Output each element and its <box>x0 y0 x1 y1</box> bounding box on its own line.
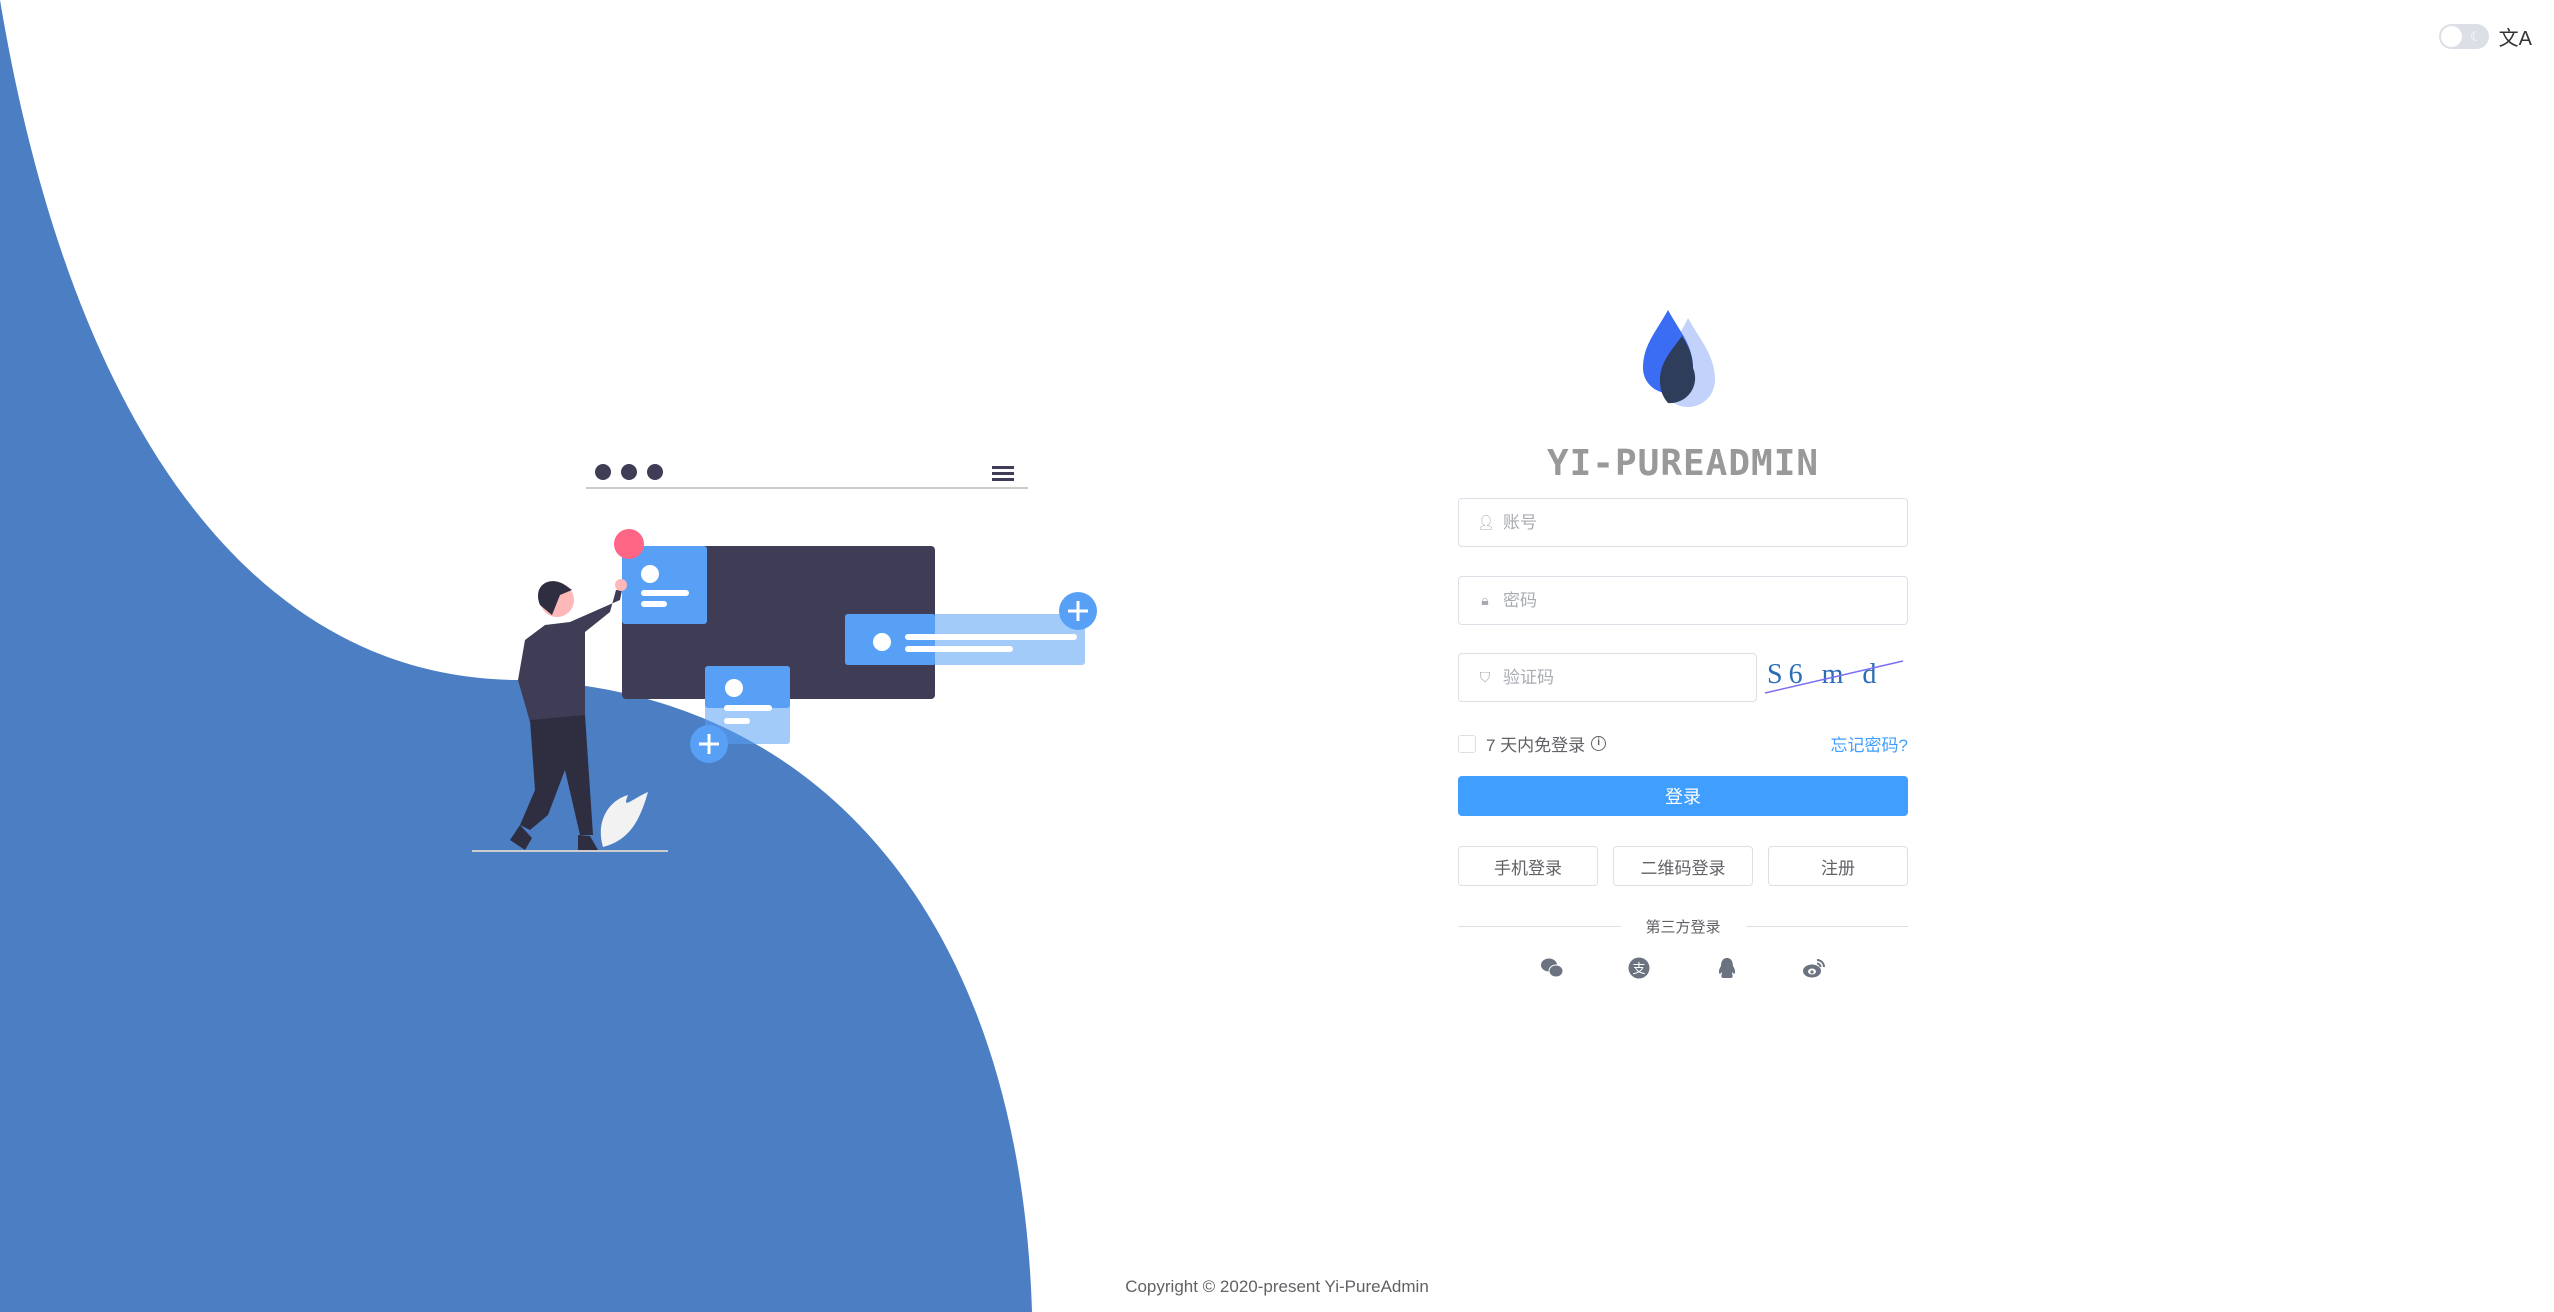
translate-icon[interactable]: 文A <box>2498 28 2532 50</box>
register-button[interactable]: 注册 <box>1768 846 1908 886</box>
user-icon: 👤︎ <box>1477 514 1495 530</box>
card-2 <box>845 592 1097 665</box>
captcha-image[interactable]: S6 m d <box>1763 653 1908 703</box>
third-party-label: 第三方登录 <box>1645 918 1721 936</box>
moon-icon: ☾ <box>2470 29 2482 44</box>
person <box>510 579 627 850</box>
login-button[interactable]: 登录 <box>1458 776 1908 816</box>
qr-login-button[interactable]: 二维码登录 <box>1613 846 1753 886</box>
ground-line <box>472 850 668 852</box>
toggle-knob <box>2440 26 2462 47</box>
phone-login-button[interactable]: 手机登录 <box>1458 846 1598 886</box>
wechat-icon[interactable] <box>1540 956 1564 980</box>
captcha-text: S6 m d <box>1767 659 1883 690</box>
plant <box>600 792 648 847</box>
username-field[interactable]: 👤︎ <box>1458 498 1908 547</box>
svg-text:支: 支 <box>1633 962 1646 977</box>
third-party-divider: 第三方登录 <box>1458 916 1909 936</box>
forgot-password-link[interactable]: 忘记密码? <box>1830 736 1908 755</box>
remember-label: 7 天内免登录 <box>1486 736 1586 755</box>
options-row: 7 天内免登录 i 忘记密码? <box>1458 731 1908 756</box>
top-toolbar: ☾ 文A <box>2438 22 2532 51</box>
info-icon[interactable]: i <box>1591 736 1607 751</box>
captcha-noise-line <box>1764 660 1904 694</box>
username-input[interactable] <box>1503 512 1907 533</box>
card-1 <box>622 546 707 624</box>
lock-icon: 🔒︎ <box>1481 592 1489 608</box>
water-drop-logo <box>1643 310 1715 407</box>
shield-icon: ⛉ <box>1479 669 1491 685</box>
copyright: Copyright © 2020-present Yi-PureAdmin <box>1125 1277 1429 1296</box>
social-login: 支 <box>1458 956 1908 980</box>
password-input[interactable] <box>1503 590 1907 611</box>
remember-me[interactable]: 7 天内免登录 i <box>1458 731 1607 756</box>
login-form: YI-PUREADMIN 👤︎ 🔒︎ ⛉ S6 m d 7 天内免登录 i 忘记… <box>1458 310 1909 979</box>
browser-bar <box>586 464 1028 489</box>
red-dot <box>614 529 644 559</box>
dark-mode-toggle[interactable]: ☾ <box>2438 24 2489 49</box>
qq-icon[interactable] <box>1715 956 1739 980</box>
card-3 <box>690 666 790 763</box>
wave-background <box>0 0 1032 1312</box>
password-field[interactable]: 🔒︎ <box>1458 576 1908 625</box>
captcha-field[interactable]: ⛉ <box>1458 653 1757 702</box>
captcha-input[interactable] <box>1503 667 1756 688</box>
remember-checkbox[interactable] <box>1458 734 1476 753</box>
alt-login-buttons: 手机登录 二维码登录 注册 <box>1458 846 1908 886</box>
app-title: YI-PUREADMIN <box>1546 443 1820 484</box>
alipay-icon[interactable]: 支 <box>1627 956 1651 980</box>
weibo-icon[interactable] <box>1802 956 1826 980</box>
